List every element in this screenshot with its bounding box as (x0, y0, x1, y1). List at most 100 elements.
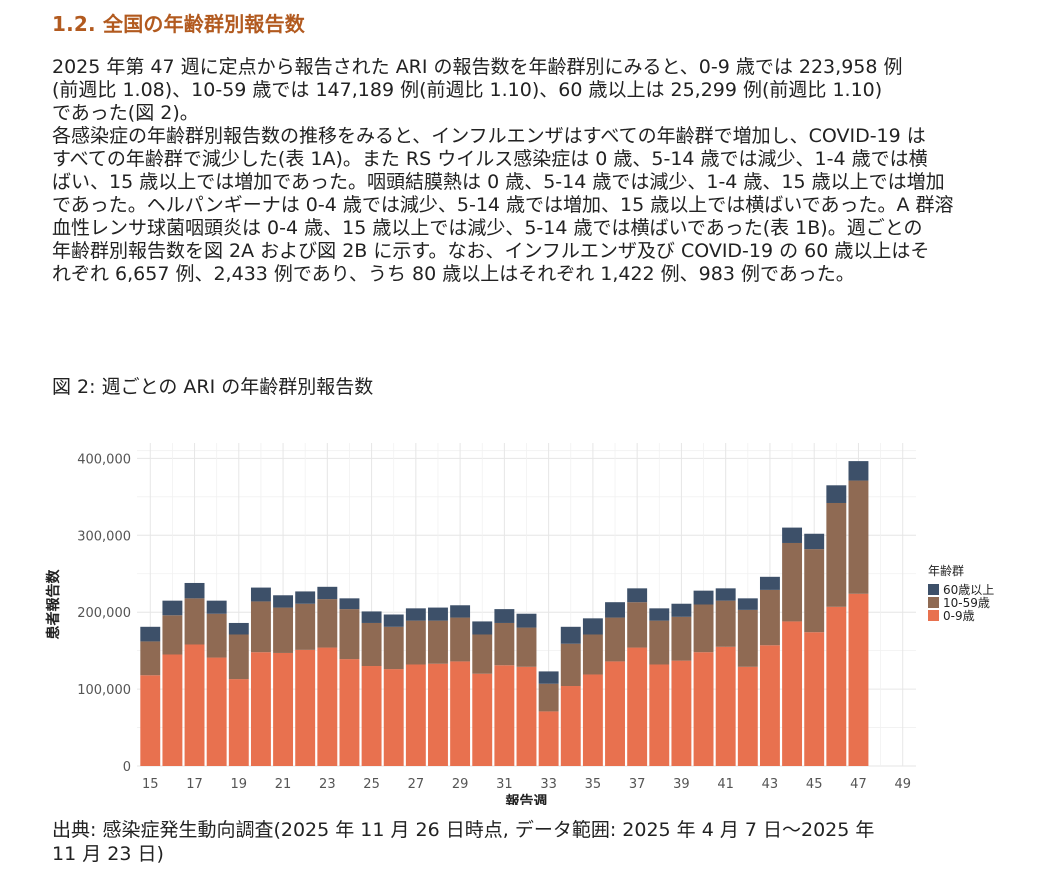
bar-segment (560, 643, 581, 687)
bar-segment (671, 660, 692, 766)
y-tick-label: 100,000 (77, 683, 131, 698)
bar-segment (538, 671, 559, 684)
bar-segment (295, 649, 316, 766)
bar-segment (228, 634, 249, 680)
legend-title: 年齢群 (928, 563, 964, 578)
x-tick-label: 45 (806, 777, 823, 792)
bar-segment (671, 616, 692, 661)
bar-segment (206, 613, 227, 658)
bar-segment (848, 593, 869, 766)
bar-segment (405, 664, 426, 766)
y-tick-label: 400,000 (77, 452, 131, 467)
x-tick-label: 15 (142, 777, 159, 792)
legend-swatch (928, 584, 939, 595)
bar-segment (804, 549, 825, 633)
bar-segment (184, 598, 205, 645)
bar-segment (560, 626, 581, 644)
bar-segment (228, 622, 249, 635)
bar-segment (450, 617, 471, 662)
bar-segment (472, 634, 493, 674)
y-tick-label: 300,000 (77, 529, 131, 544)
bar-segment (516, 613, 537, 628)
x-tick-label: 29 (452, 777, 469, 792)
bar-segment (693, 604, 714, 653)
bar-segment (715, 646, 736, 766)
bar-segment (582, 634, 603, 675)
bar-segment (516, 627, 537, 667)
x-tick-label: 37 (629, 777, 646, 792)
bar-segment (782, 621, 803, 766)
bar-segment (428, 607, 448, 621)
bar-segment (228, 679, 249, 766)
bar-segment (782, 542, 803, 622)
bar-segment (184, 582, 205, 599)
bar-segment (782, 527, 803, 543)
y-tick-label: 0 (123, 760, 131, 775)
paragraph-1: 2025 年第 47 週に定点から報告された ARI の報告数を年齢群別にみると… (52, 56, 903, 124)
axis-layer: 0 100,000 200,000 300,000 400,000 15 17 19 21 23 2… (77, 452, 911, 792)
bar-segment (737, 609, 758, 667)
bar-segment (538, 683, 559, 712)
bar-segment (649, 664, 670, 766)
paragraph-2: 各感染症の年齢群別報告数の推移をみると、インフルエンザはすべての年齢群で増加し、… (52, 125, 954, 285)
x-tick-label: 47 (850, 777, 867, 792)
bar-segment (538, 711, 559, 766)
x-tick-label: 41 (717, 777, 734, 792)
bar-segment (627, 602, 648, 648)
bar-segment (273, 607, 294, 653)
bar-segment (140, 675, 161, 766)
bar-segment (759, 576, 780, 590)
x-tick-label: 33 (540, 777, 557, 792)
bar-segment (693, 652, 714, 766)
bar-segment (605, 661, 625, 766)
bar-segment (295, 591, 316, 604)
x-tick-label: 17 (186, 777, 203, 792)
section-title: 1.2. 全国の年齢群別報告数 (52, 12, 305, 36)
bar-segment (715, 588, 736, 601)
stacked-bar-chart: 0 100,000 200,000 300,000 400,000 15 17 19 21 23 2… (45, 443, 994, 805)
bar-segment (826, 606, 847, 766)
x-axis-label: 報告週 (506, 793, 548, 805)
bar-segment (162, 654, 183, 766)
bar-segment (582, 674, 603, 766)
bar-segment (627, 588, 648, 603)
bar-segment (428, 663, 448, 766)
bar-segment (494, 665, 515, 766)
bar-segment (383, 614, 404, 627)
bar-segment (693, 590, 714, 605)
figure-caption: 図 2: 週ごとの ARI の年齢群別報告数 (52, 376, 374, 398)
bar-segment (560, 686, 581, 766)
bar-segment (250, 652, 271, 766)
source-note: 出典: 感染症発生動向調査(2025 年 11 月 26 日時点, データ範囲:… (52, 819, 875, 865)
bar-segment (737, 666, 758, 766)
bar-segment (361, 622, 382, 667)
bar-segment (715, 600, 736, 647)
bar-segment (848, 480, 869, 594)
bar-segment (184, 644, 205, 766)
bar-segment (250, 601, 271, 653)
bar-segment (649, 620, 670, 665)
bar-segment (516, 666, 537, 766)
bar-segment (273, 652, 294, 766)
bar-segment (472, 621, 493, 635)
bar-segment (206, 657, 227, 766)
x-tick-label: 27 (408, 777, 425, 792)
bar-segment (759, 589, 780, 646)
bar-segment (428, 620, 448, 664)
bar-segment (317, 647, 338, 766)
bar-segment (848, 461, 869, 481)
x-tick-label: 39 (673, 777, 690, 792)
x-tick-label: 19 (231, 777, 248, 792)
legend-swatch (928, 597, 939, 608)
bar-segment (605, 602, 625, 618)
bar-segment (405, 608, 426, 621)
bar-segment (317, 599, 338, 648)
bar-segment (405, 620, 426, 665)
legend-label: 10-59歳 (943, 596, 990, 610)
bar-segment (162, 600, 183, 616)
bar-segment (317, 586, 338, 600)
bar-segment (383, 669, 404, 766)
legend-swatch (928, 610, 939, 621)
body-text: 2025 年第 47 週に定点から報告された ARI の報告数を年齢群別にみると… (52, 56, 1007, 286)
